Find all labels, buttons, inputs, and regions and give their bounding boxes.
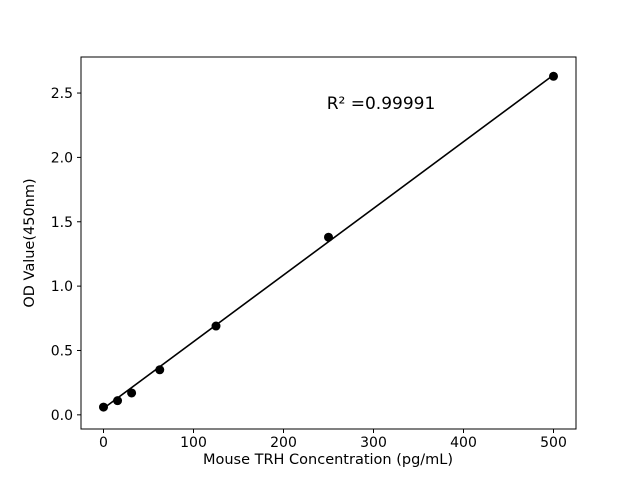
r-squared-annotation: R² =0.99991 — [327, 94, 436, 114]
y-tick-label: 1.5 — [51, 215, 73, 231]
data-point — [127, 388, 137, 398]
y-tick-label: 2.5 — [51, 86, 73, 102]
y-tick-label: 2.0 — [51, 150, 73, 166]
data-point — [324, 232, 333, 242]
data-series — [99, 71, 558, 412]
x-axis-ticks: 0 100 200 300 400 500 — [99, 429, 567, 451]
x-tick-label: 400 — [450, 435, 477, 451]
x-tick-label: 300 — [360, 435, 387, 451]
fit-line — [103, 74, 554, 410]
x-tick-label: 500 — [540, 435, 567, 451]
y-axis-label: OD Value(450nm) — [22, 178, 38, 307]
x-axis-label: Mouse TRH Concentration (pg/mL) — [203, 452, 453, 468]
x-tick-label: 100 — [180, 435, 207, 451]
y-tick-label: 0.5 — [51, 343, 73, 359]
data-point — [155, 365, 165, 375]
data-point — [113, 396, 123, 406]
data-point — [211, 321, 221, 331]
data-point — [549, 71, 558, 81]
x-tick-label: 200 — [270, 435, 297, 451]
y-tick-label: 1.0 — [51, 279, 73, 295]
y-tick-label: 0.0 — [51, 408, 73, 424]
plot-area-frame — [80, 56, 577, 430]
x-tick-label: 0 — [99, 435, 108, 451]
data-point — [99, 402, 108, 412]
y-axis-ticks: 0.0 0.5 1.0 1.5 2.0 2.5 — [51, 86, 81, 424]
